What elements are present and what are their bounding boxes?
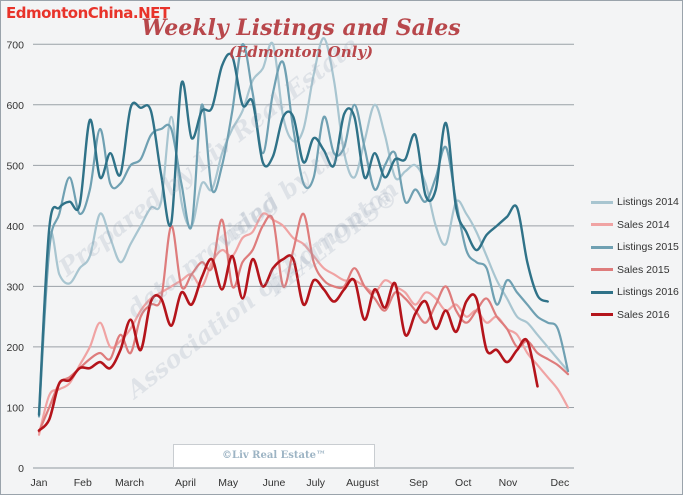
legend-swatch (591, 290, 613, 294)
series-line-listings-2015 (37, 43, 570, 418)
y-tick-label: 500 (6, 160, 24, 172)
series-line-listings-2016 (37, 52, 549, 416)
x-tick-label: Sep (409, 477, 428, 489)
chart-title: Weekly Listings and Sales (141, 15, 461, 41)
legend-swatch (591, 245, 613, 249)
x-axis: Jan Feb March April May June July August Sep Oct N… (31, 477, 570, 489)
legend-swatch (591, 200, 613, 204)
legend-swatch (591, 223, 613, 227)
x-tick-label: April (175, 477, 196, 489)
x-tick-label: Oct (455, 477, 471, 489)
legend-swatch (591, 268, 613, 272)
site-watermark: EdmontonChina.NET (6, 4, 170, 22)
legend-label: Sales 2016 (617, 308, 670, 321)
series-line-listings-2014 (37, 37, 570, 415)
y-tick-label: 400 (6, 221, 24, 233)
x-tick-label: August (346, 477, 379, 489)
legend-label: Sales 2015 (617, 263, 670, 276)
y-tick-label: 200 (6, 342, 24, 354)
legend-item-sales-2016: Sales 2016 (591, 304, 679, 327)
x-tick-label: March (115, 477, 144, 489)
legend-item-listings-2014: Listings 2014 (591, 191, 679, 214)
x-tick-label: Jan (31, 477, 48, 489)
x-tick-label: May (218, 477, 239, 489)
x-tick-label: Dec (551, 477, 570, 489)
x-tick-label: June (263, 477, 286, 489)
legend: Listings 2014 Sales 2014 Listings 2015 Sale… (591, 191, 679, 326)
legend-item-listings-2016: Listings 2016 (591, 281, 679, 304)
y-axis: 0 100 200 300 400 500 600 700 (6, 39, 24, 475)
legend-label: Listings 2016 (617, 286, 679, 299)
y-tick-label: 0 (18, 463, 24, 475)
y-tick-label: 700 (6, 39, 24, 51)
chart-subtitle: (Edmonton Only) (228, 43, 374, 61)
legend-item-sales-2015: Sales 2015 (591, 259, 679, 282)
legend-item-sales-2014: Sales 2014 (591, 214, 679, 237)
legend-label: Listings 2015 (617, 241, 679, 254)
copyright-box: ©Liv Real Estate™ (173, 444, 375, 468)
legend-item-listings-2015: Listings 2015 (591, 236, 679, 259)
grid (33, 43, 574, 469)
x-tick-label: Nov (499, 477, 518, 489)
x-tick-label: July (306, 477, 325, 489)
x-tick-label: Feb (74, 477, 92, 489)
series-line-sales-2016 (37, 254, 539, 432)
y-tick-label: 300 (6, 281, 24, 293)
legend-swatch (591, 313, 613, 317)
y-tick-label: 100 (6, 402, 24, 414)
legend-label: Listings 2014 (617, 196, 679, 209)
series-group (37, 37, 570, 436)
legend-label: Sales 2014 (617, 218, 670, 231)
y-tick-label: 600 (6, 100, 24, 112)
